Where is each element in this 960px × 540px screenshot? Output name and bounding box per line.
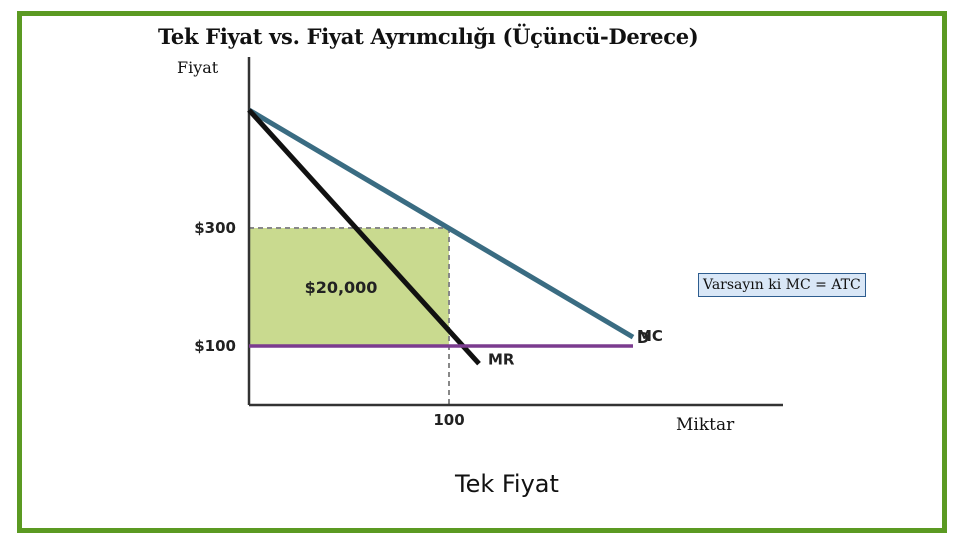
y-axis-label: Fiyat bbox=[177, 58, 219, 77]
x-axis-label: Miktar bbox=[676, 415, 735, 435]
curve-mr bbox=[247, 108, 481, 366]
y-tick-label: $100 bbox=[194, 337, 236, 355]
assumption-note: Varsayın ki MC = ATC bbox=[698, 273, 866, 297]
curve-d bbox=[247, 107, 635, 340]
curve-label-d: D bbox=[637, 329, 649, 347]
shaded-area-label: $20,000 bbox=[305, 278, 378, 297]
curve-label-mc: MC bbox=[637, 327, 663, 345]
chart-title: Tek Fiyat vs. Fiyat Ayrımcılığı (Üçüncü-… bbox=[158, 24, 699, 49]
chart-caption: Tek Fiyat bbox=[455, 470, 559, 498]
curve-label-mr: MR bbox=[488, 351, 515, 369]
x-tick-label: 100 bbox=[433, 411, 464, 429]
shaded-area bbox=[249, 228, 449, 346]
green-frame bbox=[17, 11, 947, 533]
y-tick-label: $300 bbox=[194, 219, 236, 237]
